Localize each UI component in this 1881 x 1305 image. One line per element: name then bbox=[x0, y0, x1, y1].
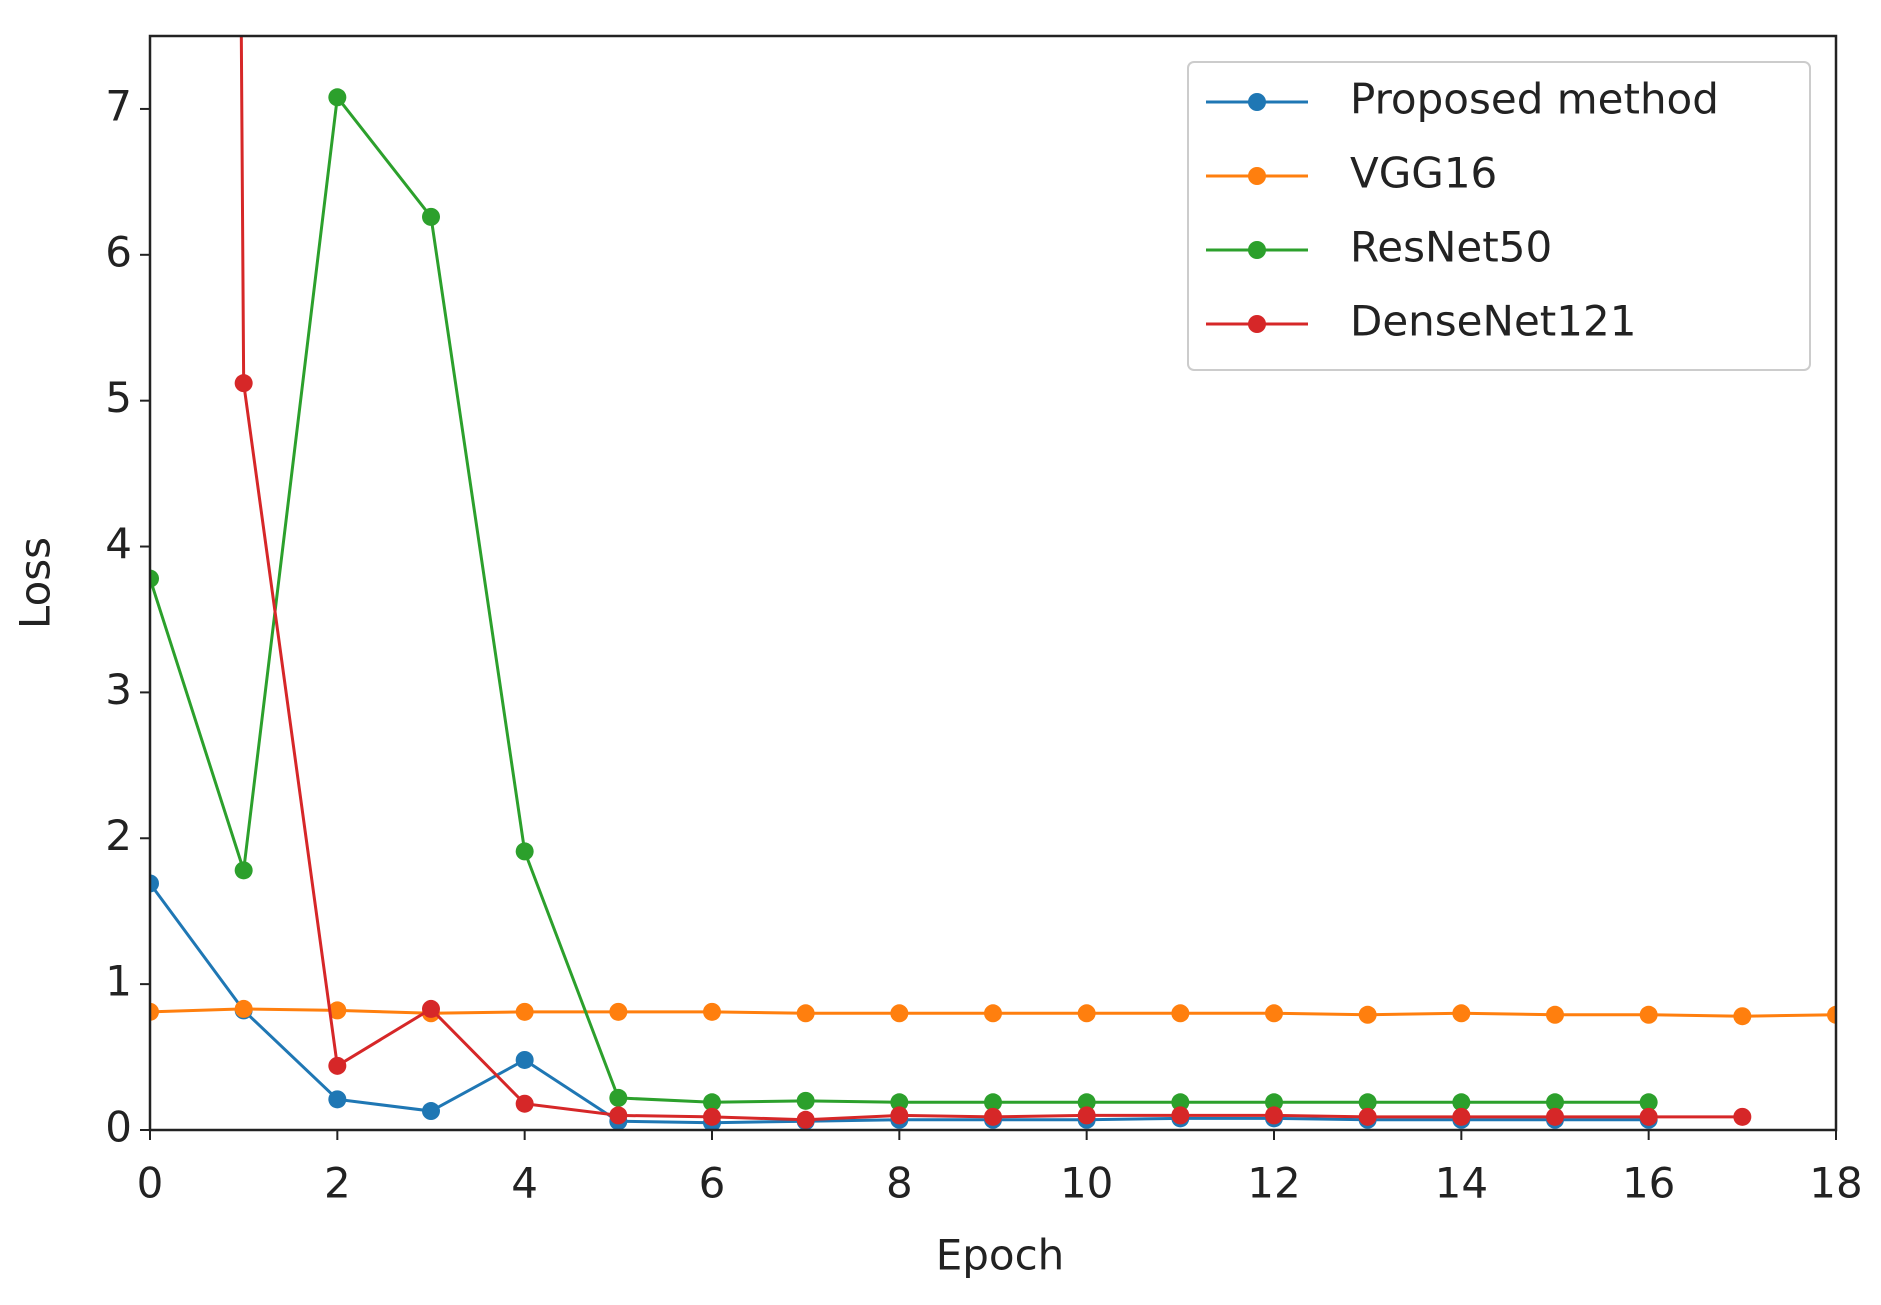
data-point bbox=[1452, 1107, 1471, 1126]
data-point bbox=[328, 88, 347, 107]
data-point bbox=[515, 1002, 534, 1021]
data-point bbox=[890, 1004, 909, 1023]
x-axis-label: Epoch bbox=[936, 1231, 1065, 1280]
x-tick-label: 16 bbox=[1622, 1159, 1675, 1208]
x-tick-label: 12 bbox=[1247, 1159, 1300, 1208]
legend-marker bbox=[1248, 93, 1266, 111]
data-point bbox=[422, 999, 440, 1018]
data-point bbox=[328, 1090, 347, 1109]
data-point bbox=[1639, 1093, 1658, 1112]
legend-label: ResNet50 bbox=[1350, 223, 1552, 272]
legend-marker bbox=[1248, 241, 1266, 259]
data-point bbox=[1452, 1093, 1471, 1112]
x-tick-label: 8 bbox=[886, 1159, 913, 1208]
plot-frame bbox=[148, 34, 1838, 1132]
data-point bbox=[703, 1093, 721, 1112]
legend-box bbox=[1187, 61, 1811, 371]
y-tick-label: 0 bbox=[105, 1103, 132, 1152]
data-point bbox=[1546, 1107, 1564, 1126]
data-point bbox=[703, 1107, 721, 1126]
x-tick-label: 6 bbox=[699, 1159, 726, 1208]
data-point bbox=[234, 861, 253, 880]
data-point bbox=[1077, 1093, 1096, 1112]
data-point bbox=[1733, 1107, 1752, 1126]
y-tick-label: 2 bbox=[105, 811, 132, 860]
legend-label: Proposed method bbox=[1350, 75, 1719, 124]
data-point bbox=[1639, 1107, 1658, 1126]
x-tick-label: 0 bbox=[137, 1159, 164, 1208]
y-tick-label: 3 bbox=[105, 665, 132, 714]
data-point bbox=[1546, 1093, 1564, 1112]
y-tick-label: 5 bbox=[105, 373, 132, 422]
data-point bbox=[422, 207, 440, 226]
data-point bbox=[796, 1091, 815, 1110]
data-point bbox=[984, 1004, 1002, 1023]
data-point bbox=[515, 1050, 534, 1069]
data-point bbox=[1358, 1005, 1377, 1024]
data-point bbox=[328, 1001, 347, 1020]
x-tick-label: 18 bbox=[1809, 1159, 1862, 1208]
data-point bbox=[609, 1088, 628, 1107]
data-point bbox=[890, 1106, 909, 1125]
data-point bbox=[1827, 1005, 1836, 1024]
data-point bbox=[1077, 1106, 1096, 1125]
data-point bbox=[234, 999, 253, 1018]
y-axis-label: Loss bbox=[11, 537, 60, 629]
data-point bbox=[234, 374, 253, 393]
data-point bbox=[515, 1094, 534, 1113]
legend-label: DenseNet121 bbox=[1350, 297, 1636, 346]
data-point bbox=[796, 1004, 815, 1023]
data-point bbox=[515, 842, 534, 861]
data-point bbox=[1171, 1093, 1190, 1112]
x-tick-label: 2 bbox=[324, 1159, 351, 1208]
y-tick-label: 1 bbox=[105, 957, 132, 1006]
data-point bbox=[1452, 1004, 1471, 1023]
data-point bbox=[1171, 1004, 1190, 1023]
data-point bbox=[609, 1106, 628, 1125]
series-line bbox=[239, 36, 1743, 1122]
y-tick-label: 6 bbox=[105, 227, 132, 276]
x-tick-label: 14 bbox=[1435, 1159, 1488, 1208]
data-point bbox=[890, 1093, 909, 1112]
data-point bbox=[150, 1002, 159, 1021]
data-point bbox=[703, 1002, 721, 1021]
x-tick-label: 4 bbox=[511, 1159, 538, 1208]
legend-marker bbox=[1248, 315, 1266, 333]
data-point bbox=[1265, 1093, 1283, 1112]
y-tick-label: 7 bbox=[105, 81, 132, 130]
data-point bbox=[1733, 1007, 1752, 1026]
data-point bbox=[1546, 1005, 1564, 1024]
data-point bbox=[984, 1093, 1002, 1112]
data-point bbox=[1265, 1004, 1283, 1023]
data-point bbox=[984, 1107, 1002, 1126]
data-point bbox=[328, 1056, 347, 1075]
data-point bbox=[1265, 1106, 1283, 1125]
data-point bbox=[422, 1102, 440, 1121]
data-point bbox=[150, 569, 159, 588]
legend-marker bbox=[1248, 167, 1266, 185]
y-tick-label: 4 bbox=[105, 519, 132, 568]
series-line bbox=[150, 882, 1649, 1125]
data-point bbox=[796, 1110, 815, 1129]
data-point bbox=[150, 874, 159, 893]
legend-label: VGG16 bbox=[1350, 149, 1497, 198]
data-point bbox=[1171, 1106, 1190, 1125]
plot-area bbox=[150, 36, 1836, 1130]
data-point bbox=[1077, 1004, 1096, 1023]
x-tick-label: 10 bbox=[1060, 1159, 1113, 1208]
data-point bbox=[609, 1002, 628, 1021]
data-point bbox=[1358, 1093, 1377, 1112]
data-point bbox=[1639, 1005, 1658, 1024]
data-point bbox=[1358, 1107, 1377, 1126]
